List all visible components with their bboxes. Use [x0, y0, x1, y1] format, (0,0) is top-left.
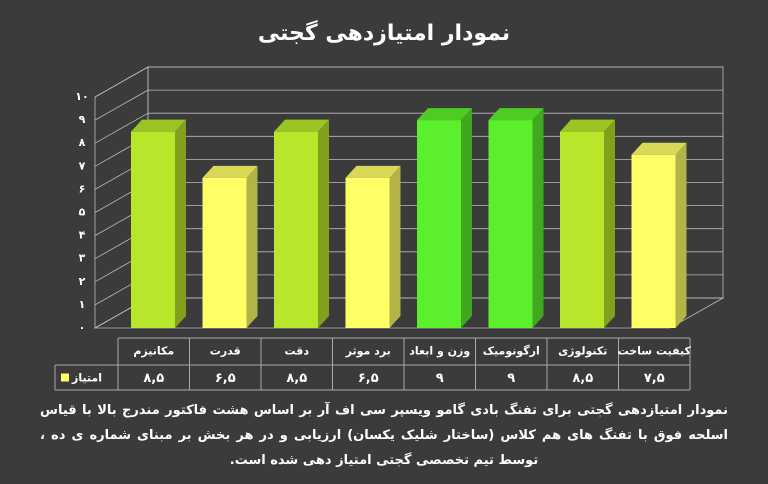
x-tick-label: مکانیزم — [133, 345, 174, 358]
bar-side — [604, 119, 615, 329]
y-tick-label: ۴ — [79, 229, 86, 242]
grid-line — [94, 112, 149, 144]
x-tick-label: کیفیت ساخت — [618, 345, 692, 358]
x-tick-label: قدرت — [210, 345, 241, 358]
grid-line — [94, 89, 149, 121]
bar — [345, 177, 390, 328]
bar-top — [274, 119, 329, 132]
y-tick-label: ۷ — [79, 159, 86, 172]
bar-top — [488, 108, 544, 121]
y-tick-label: ۹ — [79, 113, 86, 126]
y-tick-label: ۰ — [79, 321, 86, 334]
bar-top — [131, 119, 186, 132]
bar-side — [246, 165, 258, 328]
y-tick-label: ۱ — [79, 298, 86, 311]
bar — [274, 131, 318, 328]
grid-line — [94, 66, 149, 98]
table-value: ۶,۵ — [358, 371, 379, 386]
y-tick-label: ۵ — [79, 206, 86, 219]
y-tick-label: ۲ — [79, 275, 86, 288]
bar — [202, 177, 247, 328]
bar — [631, 154, 676, 328]
legend-label: امتیاز — [71, 372, 102, 385]
table-value: ۹ — [436, 371, 444, 386]
legend-swatch — [61, 373, 69, 382]
table-value: ۸,۵ — [143, 371, 164, 386]
bar-side — [318, 119, 329, 329]
y-tick-label: ۶ — [79, 182, 86, 195]
bar-top — [631, 142, 687, 155]
bar-side — [389, 165, 401, 328]
bar-side — [532, 108, 544, 328]
bar-top — [417, 108, 472, 121]
y-tick-label: ۱۰ — [75, 90, 88, 103]
x-tick-label: تکنولوژی — [558, 345, 607, 358]
floor — [93, 297, 725, 329]
bar-top — [345, 165, 401, 178]
bar — [560, 131, 604, 328]
bar — [417, 120, 461, 328]
table-value: ۸,۵ — [286, 371, 307, 386]
y-tick-label: ۸ — [79, 136, 86, 149]
x-tick-label: ارگونومیک — [483, 345, 540, 358]
bar-top — [202, 165, 258, 178]
bar-top — [560, 119, 615, 132]
chart: نمودار امتیازدهی گجتی ۰ ۱ ۲ ۳ ۴ ۵ ۶ ۷ ۸ ۹ ۱۰ امتیاز… — [54, 19, 725, 391]
bar — [131, 131, 175, 328]
y-tick-label: ۳ — [79, 252, 86, 265]
x-tick-label: دقت — [285, 345, 310, 358]
table-value: ۸,۵ — [572, 371, 593, 386]
table-value: ۶,۵ — [215, 371, 236, 386]
bar-side — [675, 142, 687, 328]
table-value: ۷,۵ — [644, 371, 665, 386]
bar-side — [461, 108, 472, 328]
x-tick-label: برد موثر — [345, 345, 391, 358]
x-tick-label: وزن و ابعاد — [409, 345, 470, 358]
caption: نمودار امتیازدهی گجتی برای تفنگ بادی گام… — [40, 403, 728, 468]
chart-title: نمودار امتیازدهی گجتی — [258, 19, 510, 46]
bar — [488, 120, 533, 328]
bar-side — [175, 119, 186, 329]
table-value: ۹ — [507, 371, 515, 386]
